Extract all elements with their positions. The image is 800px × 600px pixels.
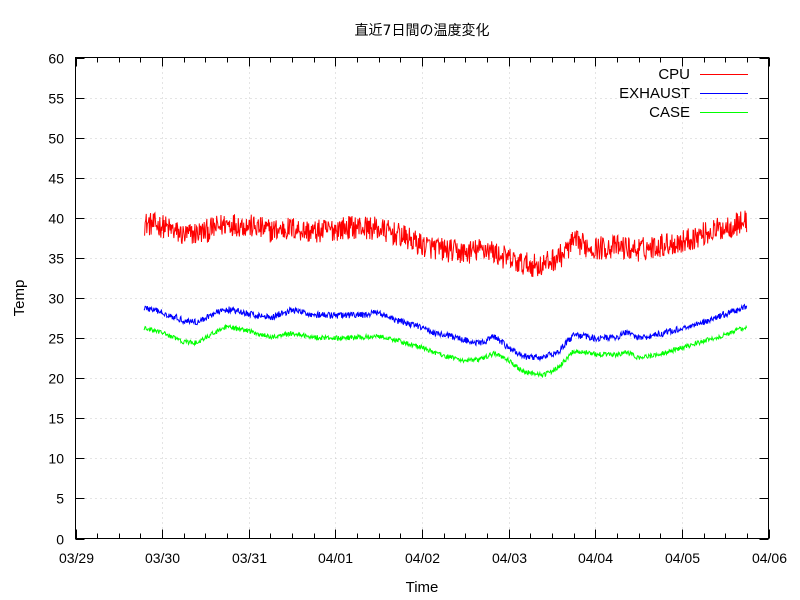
- x-tick-label: 04/06: [752, 550, 787, 566]
- y-tick-label: 5: [56, 491, 64, 507]
- x-tick-label: 03/31: [232, 550, 267, 566]
- chart-title: 直近7日間の温度変化: [355, 22, 490, 39]
- x-tick-labels: 03/29 03/30 03/31 04/01 04/02 04/03 04/04 04/05…: [59, 550, 787, 566]
- y-tick-label: 40: [48, 211, 64, 227]
- x-tick-label: 03/30: [145, 550, 180, 566]
- y-tick-label: 50: [48, 131, 64, 147]
- x-tick-label: 04/05: [665, 550, 700, 566]
- x-tick-label: 04/02: [405, 550, 440, 566]
- legend-label-cpu: CPU: [658, 66, 690, 83]
- series-lines: [143, 210, 748, 378]
- series-case-line: [143, 323, 748, 378]
- y-tick-label: 0: [56, 532, 64, 548]
- legend-label-case: CASE: [649, 104, 690, 121]
- y-tick-label: 10: [48, 451, 64, 467]
- x-tick-label: 04/03: [492, 550, 527, 566]
- y-tick-label: 25: [48, 331, 64, 347]
- y-tick-label: 45: [48, 171, 64, 187]
- y-tick-label: 60: [48, 51, 64, 67]
- x-tick-label: 04/01: [318, 550, 353, 566]
- legend: CPU EXHAUST CASE: [619, 66, 748, 121]
- y-tick-labels: 0 5 10 15 20 25 30 35 40 45 50 55 60: [48, 51, 64, 548]
- y-tick-label: 55: [48, 91, 64, 107]
- y-tick-label: 15: [48, 411, 64, 427]
- x-tick-label: 03/29: [59, 550, 94, 566]
- y-axis-title: Temp: [11, 280, 28, 317]
- series-exhaust-line: [143, 303, 748, 362]
- x-tick-label: 04/04: [578, 550, 613, 566]
- x-axis-title: Time: [406, 579, 439, 596]
- y-tick-label: 20: [48, 371, 64, 387]
- series-cpu-line: [143, 210, 748, 278]
- grid: [75, 57, 769, 539]
- axis-ticks: [75, 57, 770, 540]
- y-tick-label: 30: [48, 291, 64, 307]
- y-tick-label: 35: [48, 251, 64, 267]
- legend-label-exhaust: EXHAUST: [619, 85, 690, 102]
